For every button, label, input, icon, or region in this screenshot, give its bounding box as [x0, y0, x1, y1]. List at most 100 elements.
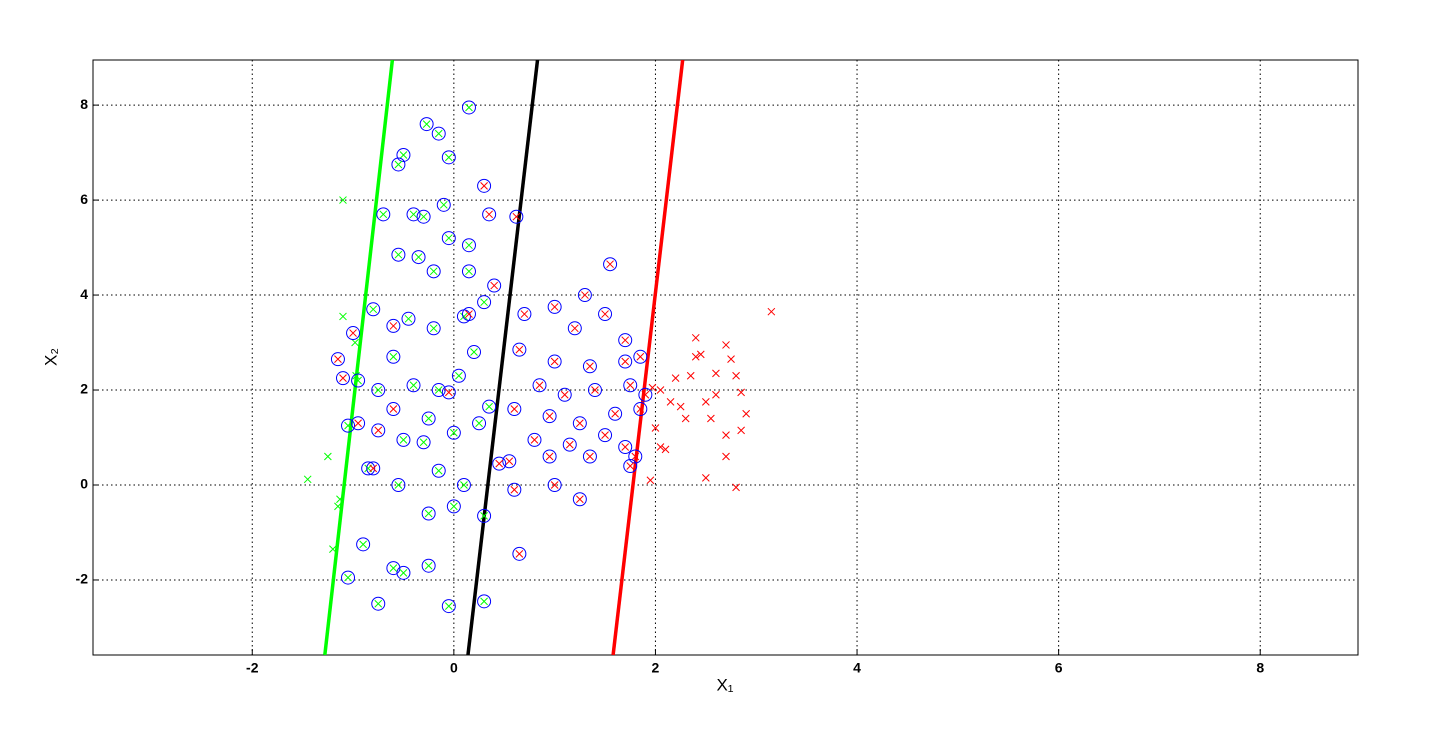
circle-marker — [361, 461, 376, 476]
circle-marker — [633, 402, 648, 417]
circle-marker — [461, 238, 476, 253]
circle-marker — [477, 178, 492, 193]
circle-marker — [608, 406, 623, 421]
cross-marker — [389, 564, 398, 572]
cross-marker — [344, 573, 352, 582]
cross-marker — [676, 402, 685, 411]
circle-marker — [421, 558, 436, 573]
cross-marker — [449, 502, 458, 511]
circle-marker — [582, 359, 597, 374]
cross-marker — [429, 267, 438, 276]
circle-marker — [386, 561, 401, 576]
cross-marker — [485, 210, 493, 219]
cross-marker — [586, 452, 594, 461]
y-tick-label: -2 — [76, 571, 89, 587]
cross-marker — [480, 512, 488, 520]
cross-marker — [681, 414, 690, 423]
circle-marker — [618, 354, 633, 369]
cross-marker — [374, 426, 383, 435]
cross-marker — [636, 405, 645, 413]
cross-marker — [737, 426, 745, 435]
cross-marker — [339, 312, 347, 321]
cross-marker — [339, 374, 347, 383]
cross-marker — [621, 443, 630, 451]
cross-marker — [399, 436, 408, 444]
circle-marker — [482, 207, 497, 222]
circle-marker — [618, 440, 633, 455]
circle-marker — [406, 207, 421, 222]
circle-marker — [509, 209, 524, 224]
circle-marker — [502, 454, 517, 469]
cross-marker — [334, 502, 342, 511]
circle-marker — [507, 402, 522, 417]
x-tick-label: 2 — [652, 660, 660, 676]
circle-marker — [376, 207, 391, 222]
cross-marker — [414, 253, 423, 261]
cross-marker — [722, 431, 730, 439]
plot-frame — [92, 59, 1359, 656]
y-tick-label: 6 — [80, 191, 88, 207]
cross-marker — [344, 421, 352, 430]
circle-marker — [371, 383, 386, 398]
x-axis-label: X₁ — [716, 675, 733, 694]
x-tick-label: -2 — [246, 660, 259, 676]
cross-marker — [722, 452, 730, 461]
cross-marker — [631, 452, 640, 461]
circle-marker — [638, 387, 653, 402]
circle-marker — [512, 546, 527, 561]
cross-marker — [444, 234, 453, 242]
cross-marker — [666, 398, 675, 406]
circle-marker — [477, 295, 492, 310]
cross-marker — [389, 322, 398, 330]
circle-marker — [461, 264, 476, 279]
circle-marker — [426, 264, 441, 279]
circle-marker — [386, 402, 401, 417]
cross-marker — [515, 345, 524, 354]
circle-marker — [356, 537, 371, 552]
circle-marker — [386, 349, 401, 364]
circle-marker — [416, 435, 431, 450]
circle-marker — [386, 318, 401, 333]
cross-marker — [354, 419, 362, 428]
circle-marker — [436, 197, 451, 212]
cross-marker — [389, 405, 398, 413]
circle-marker — [527, 432, 542, 447]
cross-marker — [475, 419, 483, 428]
circle-marker — [351, 416, 366, 431]
circle-marker — [467, 345, 482, 360]
cross-marker — [424, 561, 433, 570]
cross-marker — [550, 303, 559, 311]
cross-marker — [329, 545, 337, 553]
circle-marker — [461, 100, 476, 115]
circle-marker — [461, 307, 476, 322]
cross-marker — [767, 307, 776, 316]
cross-marker — [686, 371, 695, 380]
cross-marker — [359, 540, 367, 549]
circle-marker — [441, 599, 456, 614]
circle-marker — [562, 437, 577, 452]
cross-marker — [606, 260, 614, 269]
circle-marker — [577, 288, 592, 303]
cross-marker — [480, 597, 488, 606]
circle-marker — [477, 508, 492, 523]
cross-marker — [550, 357, 559, 366]
cross-marker — [560, 390, 569, 399]
circle-marker — [346, 326, 361, 341]
cross-marker — [520, 310, 529, 318]
cross-marker — [444, 388, 453, 397]
cross-marker — [434, 386, 443, 394]
cross-marker — [419, 212, 428, 221]
cross-marker — [565, 440, 574, 449]
cross-marker — [712, 390, 720, 399]
cross-marker — [621, 357, 630, 366]
cross-marker — [671, 374, 680, 383]
circle-marker — [547, 354, 562, 369]
circle-marker — [517, 307, 532, 322]
x-tick-label: 8 — [1256, 660, 1264, 676]
circle-marker — [623, 459, 638, 474]
circle-marker — [512, 342, 527, 357]
circle-marker — [446, 425, 461, 440]
circle-marker — [441, 231, 456, 246]
circle-marker — [557, 387, 572, 402]
circle-marker — [623, 378, 638, 393]
